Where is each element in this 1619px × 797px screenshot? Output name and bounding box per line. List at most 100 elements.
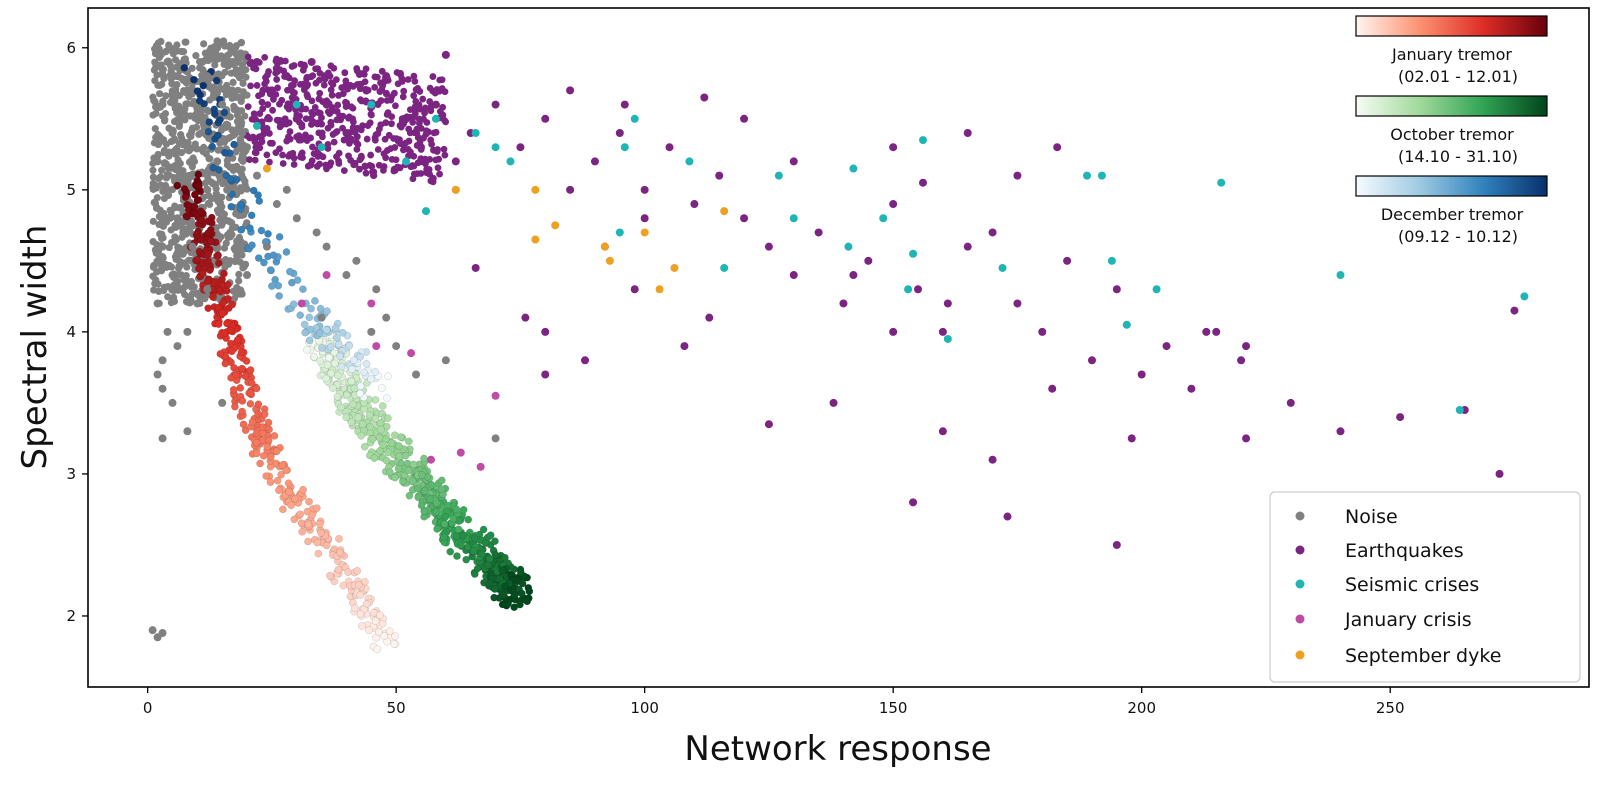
january-tremor-point xyxy=(241,372,250,380)
january-tremor-point xyxy=(182,212,191,221)
october-tremor-point xyxy=(391,473,399,482)
earthquakes-point xyxy=(680,342,689,351)
january-tremor-point xyxy=(252,438,261,447)
earthquakes-point xyxy=(282,72,291,81)
earthquakes-point xyxy=(665,143,674,152)
noise-point xyxy=(169,99,177,107)
earthquake-point xyxy=(376,88,384,96)
earthquake-point xyxy=(246,156,253,164)
seismic-crises-point xyxy=(1083,171,1092,180)
noise-point xyxy=(317,313,326,322)
noise-point xyxy=(213,43,222,52)
january-tremor-point xyxy=(181,193,190,202)
earthquakes-point xyxy=(1510,306,1519,315)
noise-point xyxy=(218,100,227,109)
earthquake-point xyxy=(315,129,323,137)
october-tremor-point xyxy=(452,532,461,541)
october-tremor-point xyxy=(417,501,426,510)
noise-point xyxy=(200,143,208,151)
october-tremor-point xyxy=(382,456,391,465)
noise-point xyxy=(193,299,202,308)
october-tremor-point xyxy=(491,585,499,593)
october-tremor-point xyxy=(358,420,367,428)
noise-point xyxy=(174,167,182,175)
y-tick-label: 2 xyxy=(66,607,76,625)
earthquake-point xyxy=(392,102,399,110)
colorbar-october-label: October tremor xyxy=(1390,125,1514,144)
seismic-crises-point xyxy=(1122,320,1131,329)
noise-point xyxy=(152,103,160,111)
january-tremor-point xyxy=(216,286,224,295)
noise-point xyxy=(151,125,159,133)
october-tremor-point xyxy=(433,525,441,533)
earthquake-point xyxy=(404,76,412,83)
december-tremor-point xyxy=(264,230,272,238)
noise-point xyxy=(222,87,230,95)
october-tremor-point xyxy=(491,537,499,546)
october-tremor-point xyxy=(432,507,441,516)
earthquake-point xyxy=(327,62,335,70)
january-tremor-point xyxy=(238,407,246,416)
noise-point xyxy=(164,283,172,291)
october-tremor-point xyxy=(384,414,392,422)
earthquake-point xyxy=(272,149,280,157)
noise-point xyxy=(163,185,172,194)
earthquakes-point xyxy=(362,86,371,95)
noise-point xyxy=(230,294,239,302)
january-tremor-point xyxy=(317,528,325,537)
noise-point xyxy=(441,356,450,365)
noise-point xyxy=(159,263,168,271)
noise-point xyxy=(240,263,248,271)
noise-point xyxy=(240,211,248,219)
january-tremor-point xyxy=(275,486,283,495)
earthquakes-point xyxy=(1202,327,1211,336)
earthquakes-point xyxy=(322,100,331,109)
earthquakes-point xyxy=(715,171,724,180)
earthquake-point xyxy=(426,98,434,105)
noise-point xyxy=(196,64,204,72)
january-tremor-point xyxy=(277,470,285,479)
noise-point xyxy=(175,139,184,147)
january-crisis-point xyxy=(476,462,485,471)
earthquake-point xyxy=(427,136,435,144)
january-tremor-point xyxy=(264,418,273,427)
earthquakes-point xyxy=(615,129,624,138)
legend-box xyxy=(1269,491,1581,683)
january-tremor-point xyxy=(209,293,217,301)
december-tremor-point xyxy=(383,394,391,402)
earthquakes-point xyxy=(541,370,550,379)
december-tremor-point xyxy=(232,175,241,184)
earthquakes-point xyxy=(451,157,460,166)
earthquakes-point xyxy=(764,242,773,251)
earthquake-point xyxy=(302,115,310,123)
earthquake-point xyxy=(438,76,446,84)
noise-point xyxy=(231,93,240,101)
earthquake-point xyxy=(342,81,350,89)
earthquakes-point xyxy=(292,114,301,123)
noise-point xyxy=(221,124,229,132)
december-tremor-point xyxy=(249,186,258,195)
january-tremor-point xyxy=(299,485,307,494)
september-dyke-point xyxy=(551,221,560,230)
earthquakes-point xyxy=(1336,427,1345,436)
earthquake-point xyxy=(417,124,425,132)
january-tremor-point xyxy=(326,571,334,580)
seismic-crises-point xyxy=(431,114,440,123)
january-tremor-point xyxy=(219,299,227,307)
earthquakes-point xyxy=(938,427,947,436)
earthquakes-point xyxy=(566,86,575,95)
december-tremor-point xyxy=(257,226,266,235)
january-tremor-point xyxy=(214,320,223,328)
october-tremor-point xyxy=(525,587,534,596)
noise-point xyxy=(149,217,157,225)
january-tremor-point xyxy=(312,504,321,513)
january-tremor-point xyxy=(216,350,225,358)
noise-point xyxy=(158,230,166,238)
earthquake-point xyxy=(264,71,271,79)
earthquake-point xyxy=(310,150,318,158)
january-tremor-point xyxy=(247,379,256,387)
earthquake-point xyxy=(281,115,289,123)
earthquakes-point xyxy=(839,299,848,308)
earthquakes-point xyxy=(590,157,599,166)
noise-point xyxy=(233,57,242,66)
